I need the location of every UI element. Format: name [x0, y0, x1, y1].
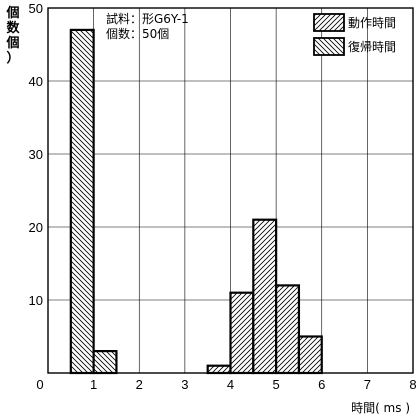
y-tick-label-50: 50	[29, 1, 43, 16]
x-axis-label: 時間( ms )	[351, 401, 410, 415]
y-axis-label-char-4: ）	[6, 51, 20, 66]
plot-frame	[47, 7, 414, 374]
x-tick-label-3: 3	[181, 377, 188, 392]
histogram-bar-1-5	[297, 335, 323, 375]
histogram-bar-1-4	[275, 284, 301, 375]
x-tick-label-7: 7	[364, 377, 371, 392]
sample-annotation-line-1: 試料：形G6Y-1	[106, 12, 189, 26]
y-axis-label-char-2: 数	[6, 21, 20, 36]
y-tick-label-40: 40	[29, 74, 43, 89]
x-tick-label-2: 2	[136, 377, 143, 392]
histogram-bar-2-2	[92, 350, 118, 375]
legend-swatch-2	[313, 37, 345, 56]
x-tick-label-1: 1	[90, 377, 97, 392]
sample-annotation: 試料：形G6Y-1 個数：50個	[106, 12, 189, 42]
y-tick-label-30: 30	[29, 147, 43, 162]
x-tick-label-8: 8	[409, 377, 416, 392]
histogram-bar-2-1	[69, 28, 95, 375]
legend-label-2: 復帰時間	[348, 39, 396, 54]
histogram-bar-1-2	[229, 291, 255, 375]
x-tick-label-4: 4	[227, 377, 234, 392]
y-axis-label-char-3: 個	[6, 36, 20, 51]
x-tick-label-0: 0	[36, 377, 43, 392]
y-tick-label-10: 10	[29, 293, 43, 308]
histogram-bar-1-1	[206, 364, 232, 375]
legend-swatch-1	[313, 13, 345, 32]
y-tick-label-20: 20	[29, 220, 43, 235]
legend-label-1: 動作時間	[348, 16, 396, 30]
y-axis-label-char-1: 個	[6, 6, 20, 21]
histogram-bar-1-3	[252, 218, 278, 375]
y-axis-label: 個 数 個 ）	[4, 6, 22, 66]
x-tick-label-6: 6	[318, 377, 325, 392]
x-tick-label-5: 5	[273, 377, 280, 392]
sample-annotation-line-2: 個数：50個	[106, 27, 170, 41]
